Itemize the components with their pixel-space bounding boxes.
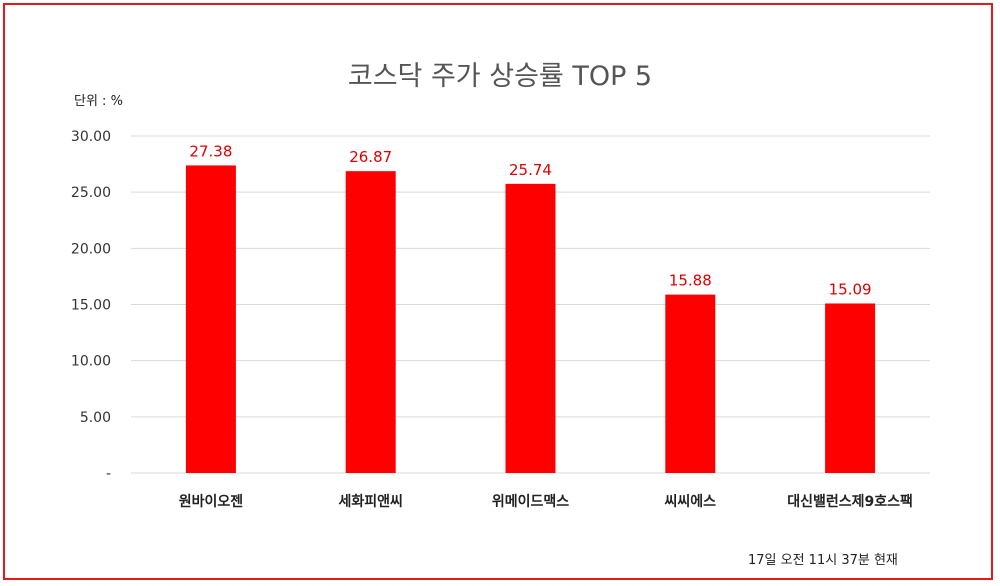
bar	[665, 294, 716, 473]
y-tick-label: 25.00	[71, 185, 111, 201]
data-label: 26.87	[349, 148, 392, 166]
bar	[825, 303, 876, 473]
data-label: 15.88	[669, 272, 712, 290]
bars	[185, 165, 876, 473]
chart-frame	[3, 3, 993, 580]
y-tick-label: -	[106, 466, 111, 482]
bar	[345, 171, 396, 473]
category-label: 씨씨에스	[665, 494, 717, 510]
y-tick-label: 20.00	[71, 241, 111, 257]
category-label: 원바이오젠	[179, 493, 244, 510]
data-label: 15.09	[829, 280, 872, 298]
y-tick-label: 10.00	[71, 354, 111, 370]
data-label: 25.74	[509, 161, 552, 179]
data-label: 27.38	[189, 142, 232, 160]
data-labels: 27.38 26.87 25.74 15.88 15.09	[189, 142, 871, 298]
bar	[505, 183, 556, 473]
chart-title: 코스닥 주가 상승률 TOP 5	[347, 61, 653, 92]
category-label: 위메이드맥스	[492, 493, 569, 510]
category-label: 대신밸런스제9호스팩	[787, 493, 913, 510]
y-tick-label: 5.00	[80, 410, 111, 426]
category-label: 세화피앤씨	[338, 493, 402, 510]
y-tick-label: 15.00	[71, 298, 111, 314]
unit-label: 단위 : %	[74, 94, 123, 109]
bar	[185, 165, 236, 473]
y-axis-ticks: - 5.00 10.00 15.00 20.00 25.00 30.00	[71, 129, 111, 482]
timestamp-footnote: 17일 오전 11시 37분 현재	[748, 553, 898, 568]
y-tick-label: 30.00	[71, 129, 111, 145]
category-labels: 원바이오젠 세화피앤씨 위메이드맥스 씨씨에스 대신밸런스제9호스팩	[179, 493, 913, 510]
